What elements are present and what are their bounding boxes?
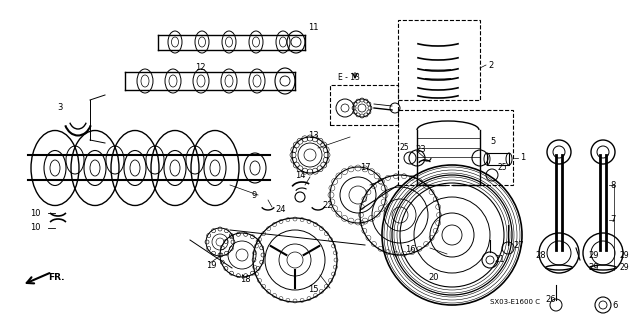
Text: 21: 21 <box>494 255 505 265</box>
Text: 29: 29 <box>588 251 599 260</box>
Text: SX03-E1600 C: SX03-E1600 C <box>490 299 540 305</box>
Text: 11: 11 <box>308 23 318 33</box>
Text: 29: 29 <box>588 263 599 273</box>
Text: 22: 22 <box>322 201 333 210</box>
Text: FR.: FR. <box>48 274 64 283</box>
Bar <box>487 153 509 165</box>
Text: 9: 9 <box>252 190 257 199</box>
Bar <box>398 20 480 100</box>
Text: 20: 20 <box>428 274 438 283</box>
Text: 12: 12 <box>195 63 206 73</box>
Text: 13: 13 <box>308 131 318 140</box>
Text: 8: 8 <box>610 180 615 189</box>
Bar <box>398 110 513 185</box>
Text: 27: 27 <box>513 241 524 250</box>
Text: 5: 5 <box>490 138 495 147</box>
Text: 28: 28 <box>535 251 546 260</box>
Text: 1: 1 <box>520 154 526 163</box>
Text: 23: 23 <box>415 146 426 155</box>
Text: 26: 26 <box>545 295 555 305</box>
Text: 7: 7 <box>610 215 615 225</box>
Text: 6: 6 <box>612 300 617 309</box>
Text: 24: 24 <box>275 205 285 214</box>
Text: 10: 10 <box>30 209 41 218</box>
Text: 16: 16 <box>405 245 415 254</box>
Text: 3: 3 <box>57 103 62 113</box>
Text: 29: 29 <box>620 251 629 260</box>
Text: 14: 14 <box>295 171 306 180</box>
Text: 2: 2 <box>488 60 493 69</box>
Text: 15: 15 <box>308 285 318 294</box>
Text: 19: 19 <box>206 260 217 269</box>
Text: 17: 17 <box>360 164 371 172</box>
Text: 10: 10 <box>30 223 41 233</box>
Text: 25: 25 <box>400 143 410 153</box>
Bar <box>330 85 398 125</box>
Text: 29: 29 <box>620 263 629 273</box>
Text: 25: 25 <box>498 164 508 172</box>
Text: E - 13: E - 13 <box>338 74 360 83</box>
Text: 18: 18 <box>240 276 250 284</box>
